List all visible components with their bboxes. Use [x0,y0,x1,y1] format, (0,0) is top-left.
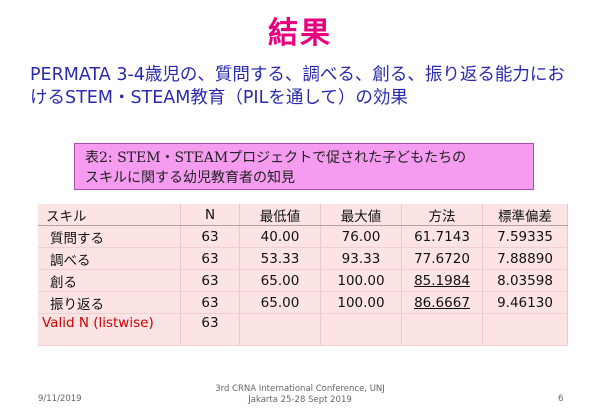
cell-n: 63 [180,269,240,292]
cell-n: 63 [180,225,240,248]
table-row: 調べる 63 53.33 93.33 77.6720 7.88890 [38,247,568,270]
empty-cell [482,313,568,346]
conference-line-2: Jakarta 25-28 Sept 2019 [248,395,352,405]
header-sd: 標準偏差 [482,204,568,226]
table-row: 質問する 63 40.00 76.00 61.7143 7.59335 [38,225,568,248]
cell-min: 65.00 [239,269,321,292]
table-header-row: スキル N 最低値 最大値 方法 標準偏差 [38,204,568,226]
cell-mean: 61.7143 [401,225,483,248]
conference-line-1: 3rd CRNA International Conference, UNJ [215,384,385,394]
header-mean: 方法 [401,204,483,226]
cell-skill: 創る [38,269,181,292]
valid-n-label: Valid N (listwise) [38,313,181,346]
header-skill: スキル [38,204,181,226]
cell-n: 63 [180,291,240,314]
cell-max: 100.00 [320,291,402,314]
cell-max: 76.00 [320,225,402,248]
slide-title: 結果 [268,16,332,51]
valid-n-value: 63 [180,313,240,346]
empty-cell [320,313,402,346]
cell-skill: 調べる [38,247,181,270]
header-max: 最大値 [320,204,402,226]
table-caption: 表2: STEM・STEAMプロジェクトで促された子どもたちの スキルに関する幼… [74,143,534,190]
cell-sd: 9.46130 [482,291,568,314]
header-n: N [180,204,240,226]
caption-line-2: スキルに関する幼児教育者の知見 [85,170,295,186]
cell-min: 40.00 [239,225,321,248]
table-row: 創る 63 65.00 100.00 85.1984 8.03598 [38,269,568,292]
empty-cell [401,313,483,346]
footer-date: 9/11/2019 [38,394,82,404]
valid-n-row: Valid N (listwise) 63 [38,313,568,346]
cell-mean: 77.6720 [401,247,483,270]
cell-skill: 振り返る [38,291,181,314]
cell-max: 100.00 [320,269,402,292]
table-row: 振り返る 63 65.00 100.00 86.6667 9.46130 [38,291,568,314]
header-min: 最低値 [239,204,321,226]
cell-mean: 86.6667 [401,291,483,314]
cell-n: 63 [180,247,240,270]
cell-sd: 7.59335 [482,225,568,248]
cell-mean: 85.1984 [401,269,483,292]
cell-skill: 質問する [38,225,181,248]
slide-subtitle: PERMATA 3-4歳児の、質問する、調べる、創る、振り返る能力におけるSTE… [30,65,565,108]
cell-min: 53.33 [239,247,321,270]
results-table: スキル N 最低値 最大値 方法 標準偏差 質問する 63 40.00 76.0… [38,204,568,346]
empty-cell [239,313,321,346]
cell-max: 93.33 [320,247,402,270]
caption-line-1: 表2: STEM・STEAMプロジェクトで促された子どもたちの [85,150,467,166]
cell-sd: 7.88890 [482,247,568,270]
footer-conference: 3rd CRNA International Conference, UNJ J… [0,384,600,406]
page-number: 6 [558,394,564,404]
cell-sd: 8.03598 [482,269,568,292]
cell-min: 65.00 [239,291,321,314]
